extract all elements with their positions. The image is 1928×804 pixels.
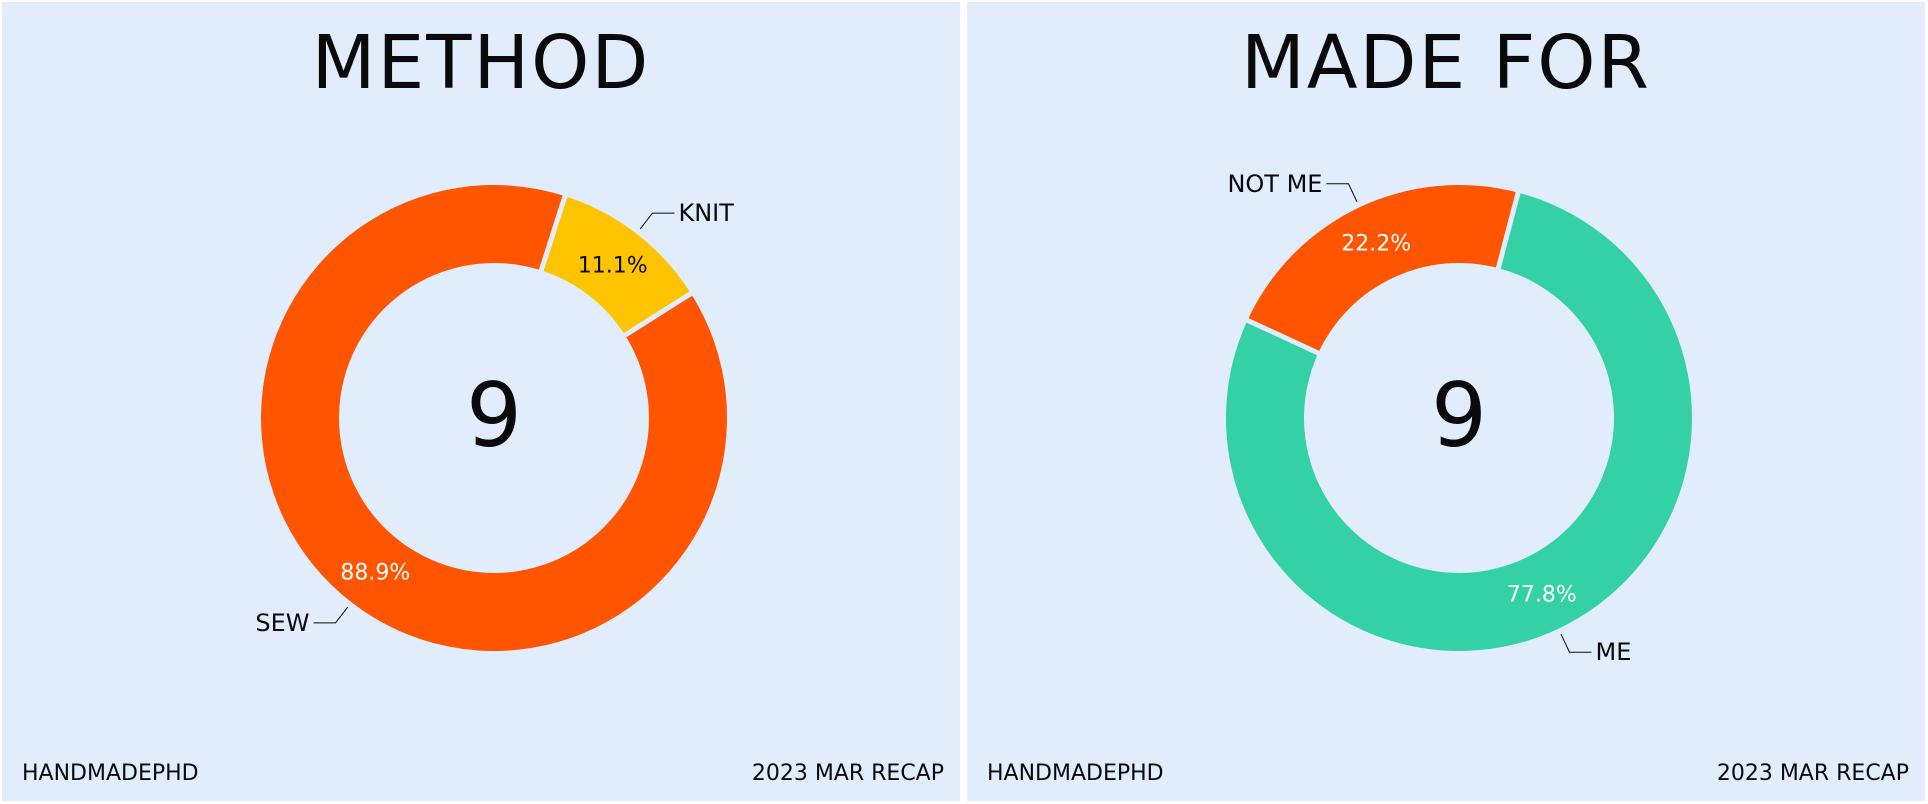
leader-line xyxy=(639,212,675,230)
brand-label: HANDMADEPHD xyxy=(987,761,1164,786)
slice-separator xyxy=(620,289,696,340)
center-total-label: 9 xyxy=(1431,364,1487,467)
recap-label: 2023 MAR RECAP xyxy=(1716,761,1909,786)
slice-percent-label: 11.1% xyxy=(578,254,648,279)
donut-chart-method: 88.9% SEW 11.1% KNIT 9 xyxy=(255,184,734,652)
slice-sew xyxy=(261,184,727,652)
leader-line xyxy=(1560,633,1592,653)
slice-knit xyxy=(541,196,691,336)
recap-label: 2023 MAR RECAP xyxy=(751,761,944,786)
leader-line xyxy=(313,606,349,624)
slice-percent-label: 88.9% xyxy=(340,560,410,585)
center-total-label: 9 xyxy=(466,364,522,467)
brand-label: HANDMADEPHD xyxy=(22,761,199,786)
chart-panel-method: METHOD 88.9% SEW 11.1% KNIT 9 HANDMADEPHD 20… xyxy=(2,2,960,801)
slice-percent-label: 77.8% xyxy=(1507,582,1577,607)
slice-separator xyxy=(1242,316,1323,357)
chart-panel-made-for: MADE FOR 77.8% ME 22.2% NOT ME 9 HANDMADEPHD… xyxy=(967,2,1925,801)
slice-category-label: KNIT xyxy=(678,199,734,227)
slice-category-label: SEW xyxy=(255,609,309,637)
slice-percent-label: 22.2% xyxy=(1341,232,1411,257)
slice-separator xyxy=(1494,188,1522,273)
slice-category-label: NOT ME xyxy=(1227,170,1322,198)
leader-line xyxy=(1326,183,1358,203)
donut-chart-made-for: 77.8% ME 22.2% NOT ME 9 xyxy=(1226,170,1692,666)
slice-separator xyxy=(537,191,569,275)
slice-me xyxy=(1226,192,1692,652)
slice-not-me xyxy=(1247,185,1519,354)
chart-title: METHOD xyxy=(311,20,651,106)
chart-title: MADE FOR xyxy=(1241,20,1651,106)
slice-category-label: ME xyxy=(1596,638,1632,666)
